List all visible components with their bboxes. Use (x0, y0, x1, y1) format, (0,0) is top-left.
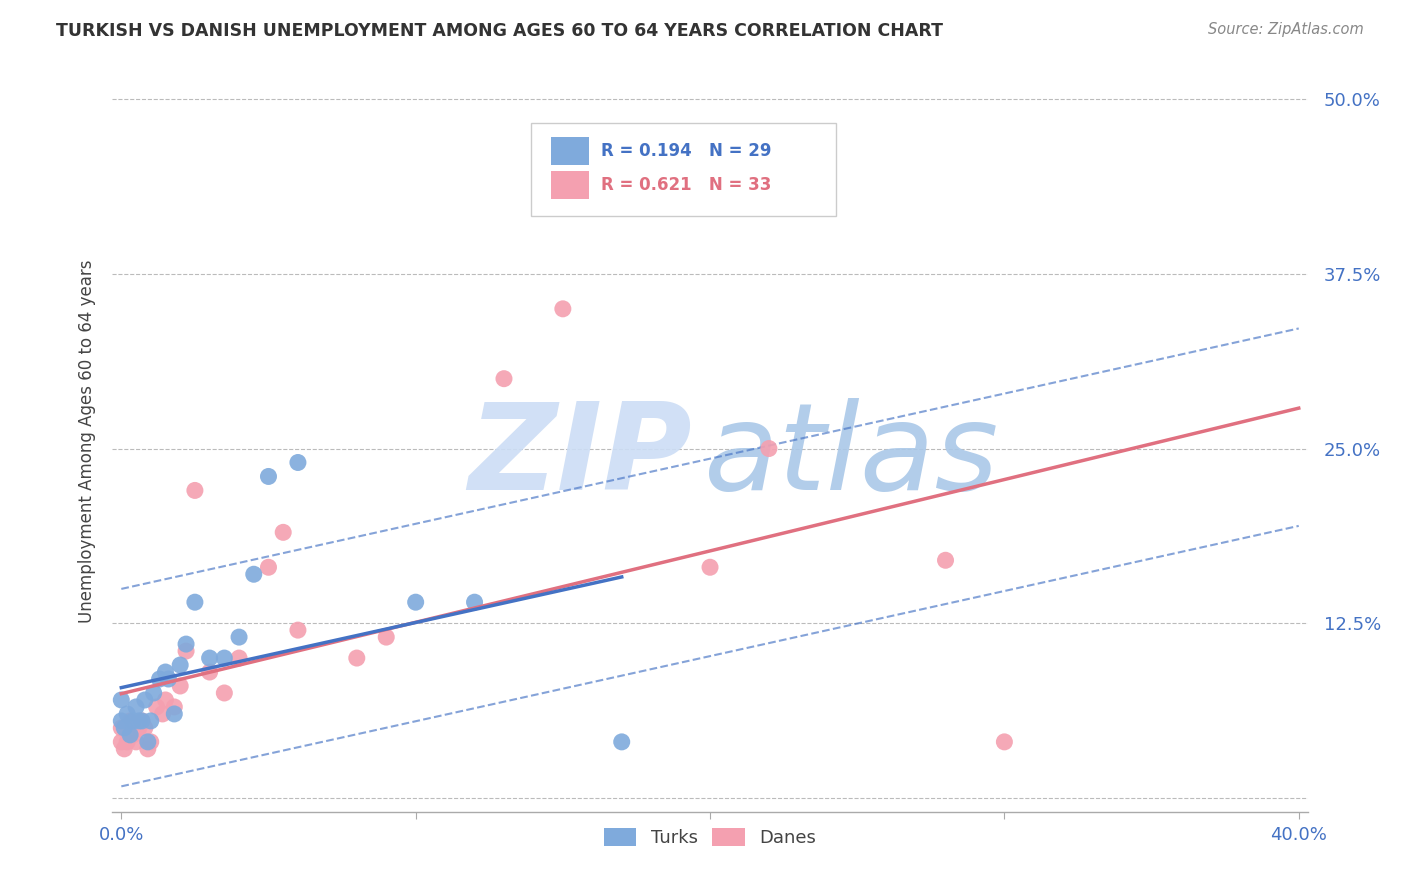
Point (257, 560, 280, 574)
Point (122, 714, 145, 728)
Point (110, 693, 132, 707)
Point (492, 372, 515, 386)
Point (128, 714, 150, 728)
Point (110, 714, 132, 728)
Text: Source: ZipAtlas.com: Source: ZipAtlas.com (1208, 22, 1364, 37)
Point (134, 721, 156, 735)
Point (287, 623, 309, 637)
Point (993, 735, 1015, 749)
Point (228, 651, 250, 665)
Point (145, 700, 167, 714)
Point (169, 658, 191, 673)
Point (152, 706, 174, 721)
Point (120, 714, 142, 728)
Point (464, 595, 486, 609)
Point (155, 665, 177, 679)
Point (112, 721, 135, 735)
Point (184, 483, 207, 498)
Point (551, 301, 574, 316)
Point (136, 742, 159, 756)
Point (699, 560, 721, 574)
Text: R = 0.621   N = 33: R = 0.621 N = 33 (602, 176, 772, 194)
Point (610, 735, 633, 749)
FancyBboxPatch shape (531, 123, 835, 216)
Point (242, 567, 264, 582)
Point (112, 742, 135, 756)
Point (110, 735, 132, 749)
Point (131, 714, 153, 728)
Point (139, 735, 162, 749)
Point (131, 714, 153, 728)
Point (169, 679, 191, 693)
Point (142, 686, 165, 700)
Point (257, 469, 280, 483)
Point (184, 595, 207, 609)
Point (115, 735, 138, 749)
Point (148, 672, 170, 686)
Y-axis label: Unemployment Among Ages 60 to 64 years: Unemployment Among Ages 60 to 64 years (77, 260, 96, 624)
Point (139, 714, 162, 728)
Point (125, 700, 148, 714)
Point (163, 706, 186, 721)
Point (758, 442, 780, 456)
FancyBboxPatch shape (551, 137, 589, 165)
Point (198, 651, 221, 665)
Point (128, 721, 150, 735)
Point (122, 728, 145, 742)
Point (271, 525, 294, 540)
Point (163, 700, 186, 714)
Point (214, 686, 236, 700)
Point (198, 665, 221, 679)
Point (934, 553, 956, 567)
Point (115, 706, 138, 721)
Point (174, 644, 197, 658)
Point (375, 630, 398, 644)
Point (228, 630, 250, 644)
Point (120, 728, 142, 742)
Point (155, 693, 177, 707)
Point (346, 651, 368, 665)
Legend: Turks, Danes: Turks, Danes (596, 821, 824, 855)
Point (110, 721, 132, 735)
Point (405, 595, 427, 609)
FancyBboxPatch shape (551, 170, 589, 199)
Point (174, 637, 197, 651)
Text: atlas: atlas (704, 398, 1000, 515)
Point (157, 672, 180, 686)
Point (287, 455, 309, 469)
Point (134, 693, 156, 707)
Point (214, 651, 236, 665)
Text: R = 0.194   N = 29: R = 0.194 N = 29 (602, 143, 772, 161)
Point (125, 735, 148, 749)
Point (136, 735, 159, 749)
Text: TURKISH VS DANISH UNEMPLOYMENT AMONG AGES 60 TO 64 YEARS CORRELATION CHART: TURKISH VS DANISH UNEMPLOYMENT AMONG AGE… (56, 22, 943, 40)
Text: ZIP: ZIP (468, 398, 692, 515)
